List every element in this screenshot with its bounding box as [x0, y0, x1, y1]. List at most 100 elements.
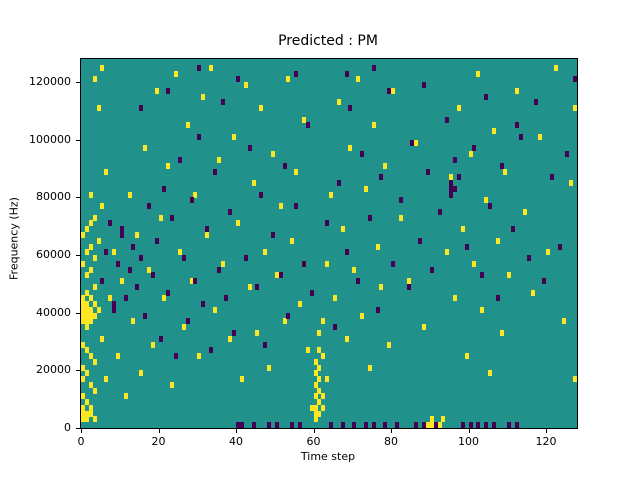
heatmap-cell-high	[449, 174, 454, 181]
heatmap-cell-high	[309, 404, 314, 411]
heatmap-cell-low	[336, 180, 341, 187]
y-axis-label: Frequency (Hz)	[7, 197, 21, 280]
heatmap-cell-high	[259, 105, 264, 112]
heatmap-cell-low	[515, 422, 519, 428]
heatmap-cell-low	[135, 283, 140, 290]
heatmap-cell-low	[371, 422, 376, 428]
heatmap-cell-low	[189, 197, 194, 204]
heatmap-cell-high	[88, 295, 93, 302]
heatmap-cell-low	[154, 237, 159, 244]
heatmap-cell-high	[96, 237, 101, 244]
heatmap-cell-high	[422, 324, 426, 331]
heatmap-cell-high	[81, 404, 85, 411]
heatmap-cell-low	[301, 260, 306, 267]
heatmap-cell-high	[363, 185, 368, 192]
heatmap-cell-high	[255, 329, 260, 336]
heatmap-cell-high	[274, 272, 279, 279]
heatmap-cell-high	[464, 353, 469, 360]
heatmap-cell-high	[112, 249, 116, 256]
heatmap-cell-high	[348, 145, 353, 152]
heatmap-cell-high	[298, 301, 302, 308]
heatmap-cell-high	[84, 370, 89, 377]
heatmap-cell-low	[181, 255, 186, 262]
y-tick-label: 40000	[36, 305, 71, 319]
heatmap-cell-low	[119, 226, 124, 233]
heatmap-cell-low	[143, 312, 147, 319]
heatmap-cell-low	[573, 76, 577, 83]
heatmap-cell-high	[360, 312, 364, 319]
x-tick-label: 100	[458, 435, 479, 448]
heatmap-cell-high	[317, 347, 322, 354]
heatmap-cell-high	[119, 278, 124, 285]
x-tick-label: 60	[306, 435, 321, 448]
x-tick-mark	[313, 429, 315, 433]
heatmap-cell-high	[329, 191, 333, 198]
heatmap-cell-low	[348, 105, 353, 112]
y-tick-label: 120000	[29, 75, 71, 89]
heatmap-cell-low	[383, 422, 388, 428]
x-tick-label: 40	[229, 435, 243, 448]
heatmap-cell-low	[460, 422, 465, 428]
heatmap-cell-high	[104, 168, 109, 175]
heatmap-cell-high	[92, 358, 97, 365]
heatmap-cell-high	[569, 180, 574, 187]
heatmap-cell-high	[170, 381, 175, 388]
heatmap-cell-low	[162, 185, 167, 192]
heatmap-cell-low	[487, 203, 492, 210]
heatmap-cell-low	[243, 255, 248, 262]
heatmap-cell-high	[507, 272, 512, 279]
heatmap-cell-high	[84, 272, 89, 279]
heatmap-cell-low	[495, 295, 500, 302]
heatmap-cell-low	[115, 260, 120, 267]
x-tick-label: 80	[384, 435, 398, 448]
heatmap-cell-high	[104, 376, 109, 383]
heatmap-cell-high	[162, 295, 167, 302]
heatmap-cell-low	[139, 255, 144, 262]
heatmap-cell-high	[294, 168, 299, 175]
heatmap-cell-low	[158, 335, 163, 342]
heatmap-cell-low	[344, 70, 349, 77]
heatmap-cell-low	[108, 220, 113, 227]
heatmap-cell-low	[352, 422, 357, 428]
heatmap-cell-low	[379, 174, 384, 181]
heatmap-cell-high	[174, 70, 178, 77]
heatmap-cell-high	[158, 214, 163, 221]
plot-area	[80, 58, 578, 429]
heatmap-cell-high	[81, 410, 85, 417]
heatmap-cell-low	[146, 203, 151, 210]
heatmap-cell-high	[201, 93, 206, 100]
heatmap-cell-low	[410, 139, 415, 146]
heatmap-cell-high	[441, 416, 446, 423]
heatmap-cell-low	[534, 99, 539, 106]
heatmap-cell-high	[414, 139, 419, 146]
heatmap-cell-low	[247, 145, 252, 152]
heatmap-cell-low	[394, 422, 399, 428]
heatmap-cell-low	[259, 191, 264, 198]
heatmap-cell-low	[216, 266, 221, 273]
heatmap-cell-high	[115, 353, 120, 360]
heatmap-cell-high	[177, 249, 182, 256]
heatmap-cell-high	[317, 399, 322, 406]
heatmap-cell-low	[329, 422, 333, 428]
heatmap-cell-high	[131, 318, 136, 325]
heatmap-cell-high	[487, 370, 492, 377]
heatmap-cell-high	[81, 231, 85, 238]
heatmap-cell-high	[267, 364, 271, 371]
heatmap-cell-high	[270, 151, 275, 158]
heatmap-cell-high	[127, 191, 132, 198]
y-tick-mark	[76, 255, 80, 257]
heatmap-cell-high	[185, 122, 190, 129]
heatmap-cell-low	[437, 208, 442, 215]
heatmap-cell-low	[449, 180, 454, 187]
heatmap-cell-low	[239, 422, 244, 428]
heatmap-cell-high	[406, 278, 411, 285]
heatmap-cell-low	[484, 422, 488, 428]
heatmap-cell-high	[189, 278, 194, 285]
heatmap-cell-high	[480, 306, 485, 313]
heatmap-cell-low	[139, 105, 144, 112]
heatmap-cell-high	[84, 324, 89, 331]
heatmap-cell-high	[313, 358, 318, 365]
heatmap-cell-low	[224, 295, 229, 302]
heatmap-cell-high	[139, 370, 144, 377]
heatmap-cell-high	[313, 370, 318, 377]
